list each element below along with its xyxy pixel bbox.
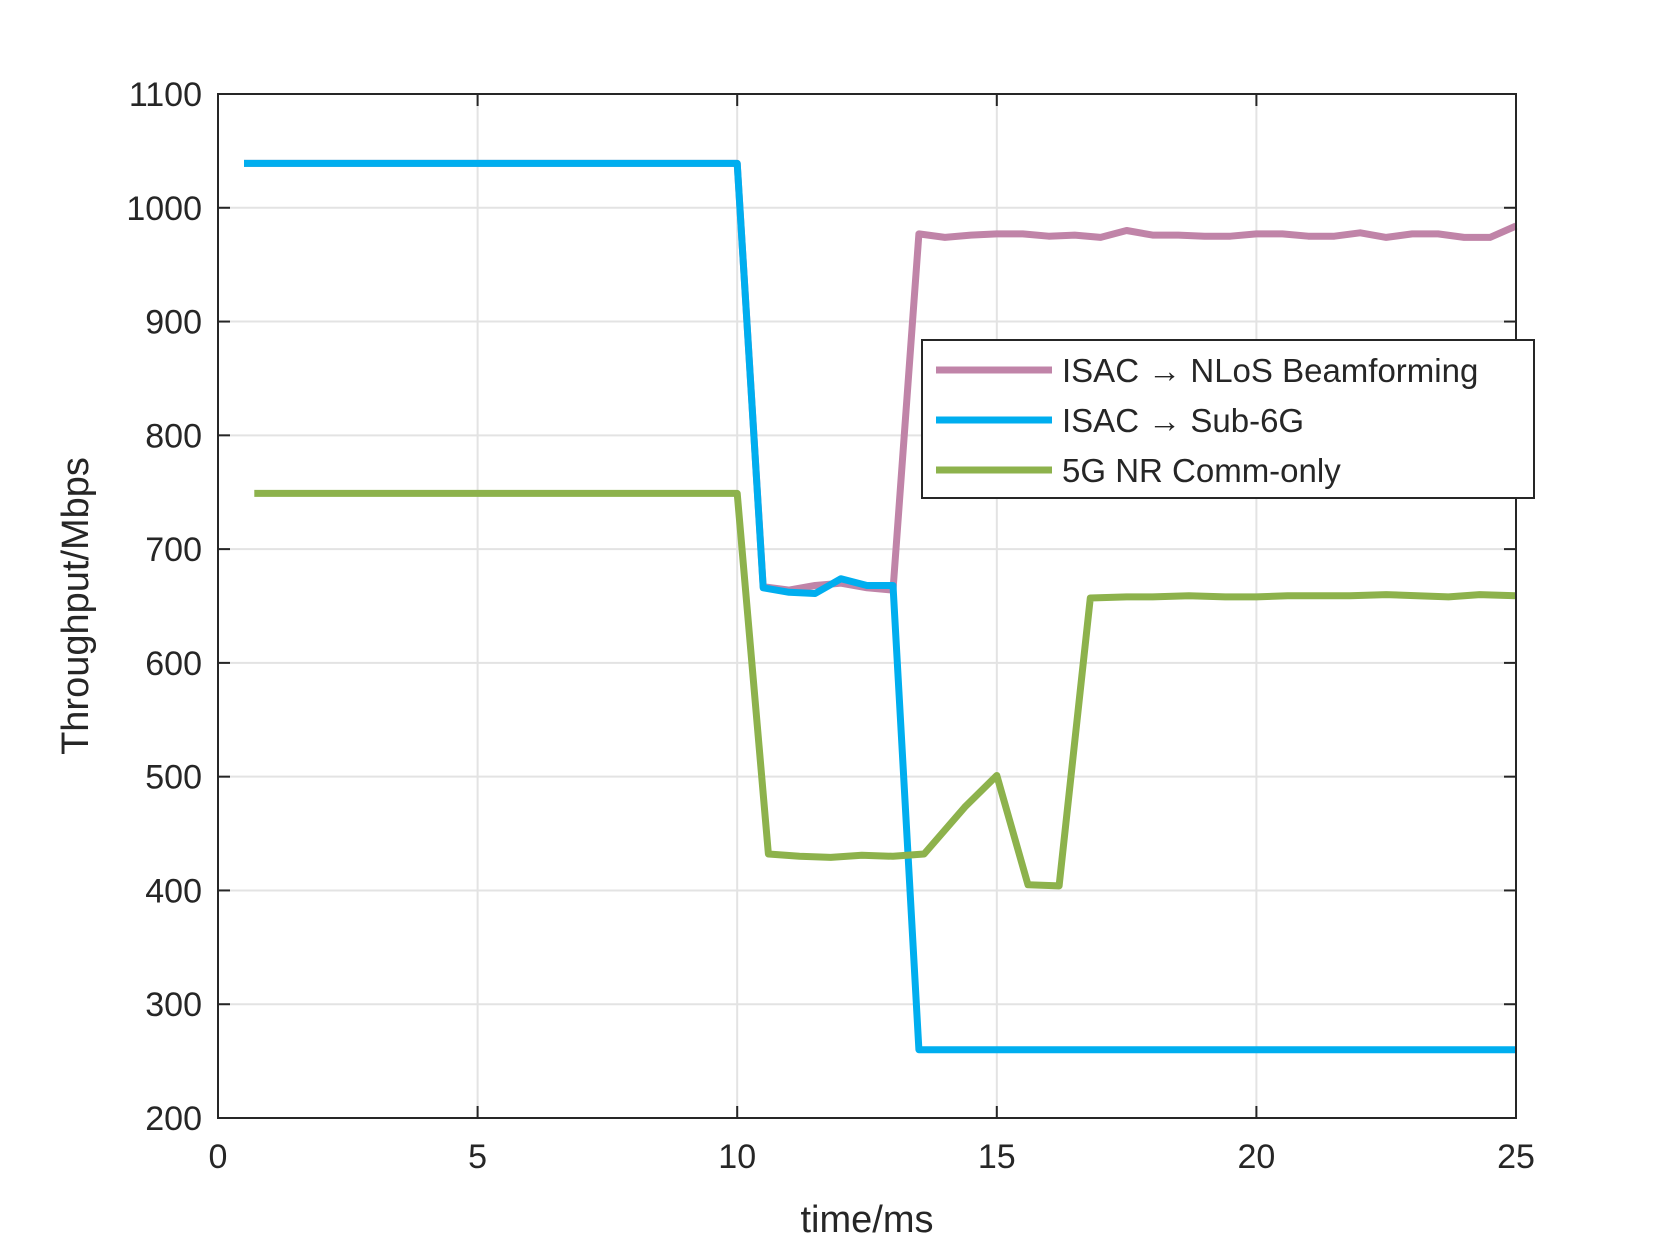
legend-label: ISAC → Sub-6G [1062,402,1304,439]
x-tick-label: 25 [1497,1138,1535,1176]
x-tick-label: 15 [978,1138,1016,1176]
y-tick-label: 1000 [126,190,202,228]
y-tick-label: 300 [145,986,202,1024]
x-tick-label: 5 [468,1138,487,1176]
x-tick-label: 10 [718,1138,756,1176]
legend-label: 5G NR Comm-only [1062,452,1341,489]
y-tick-label: 1100 [129,76,202,114]
axis-ticks: 0 5 10 15 20 25 200 300 400 500 600 700 800 900 1000 11… [126,76,1535,1176]
y-axis-label: Throughput/Mbps [55,457,97,755]
axes-frame [217,93,1517,1119]
y-tick-label: 400 [145,872,202,910]
series-lines [244,159,1518,1054]
x-axis-label: time/ms [801,1199,934,1241]
x-tick-label: 0 [209,1138,228,1176]
legend: ISAC → NLoS Beamforming ISAC → Sub-6G 5G N… [921,339,1535,499]
y-tick-label: 600 [145,645,202,683]
y-tick-label: 200 [145,1100,202,1138]
y-tick-label: 700 [145,531,202,569]
legend-label: ISAC → NLoS Beamforming [1062,352,1478,389]
y-tick-label: 800 [145,417,202,455]
y-tick-label: 900 [145,304,202,342]
plot-area [218,94,1516,1118]
y-tick-label: 500 [145,759,202,797]
series-line-3 [254,489,1517,890]
series-line-2 [244,159,1516,1054]
x-tick-label: 20 [1237,1138,1275,1176]
